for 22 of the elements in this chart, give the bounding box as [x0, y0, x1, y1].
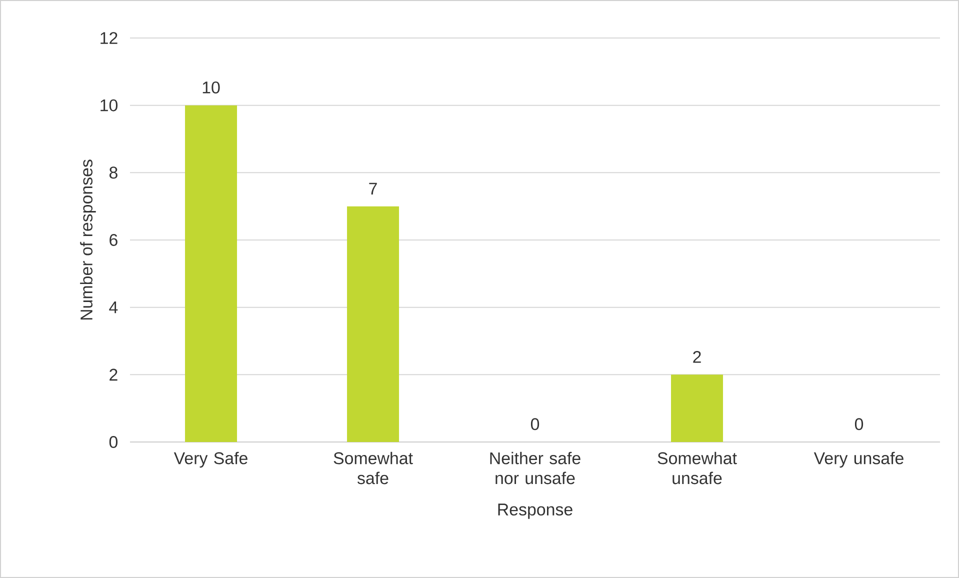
x-tick-label: Somewhat safe: [334, 452, 413, 484]
data-label: 2: [693, 350, 701, 363]
y-tick-label: 6: [110, 234, 118, 246]
y-axis-title: Number of responses: [80, 160, 96, 320]
x-tick-label: Somewhat unsafe: [658, 452, 737, 484]
data-label: 0: [530, 418, 540, 430]
bar: [185, 105, 238, 442]
bar: [347, 206, 400, 442]
data-label: 10: [202, 81, 220, 94]
y-tick-label: 2: [110, 368, 118, 381]
y-tick-label: 10: [100, 99, 118, 112]
x-tick-label: Very Safe: [174, 452, 248, 468]
bar: [671, 374, 724, 442]
x-tick-label: Very unsafe: [814, 452, 904, 468]
y-tick-label: 4: [109, 301, 118, 314]
data-label: 0: [854, 418, 864, 430]
data-label: 7: [369, 182, 377, 194]
x-axis-title: Response: [498, 504, 572, 519]
y-tick-label: 0: [109, 436, 118, 448]
y-tick-label: 8: [109, 166, 118, 179]
y-tick-label: 12: [100, 32, 118, 44]
x-tick-label: Neither safe nor unsafe: [490, 452, 580, 484]
